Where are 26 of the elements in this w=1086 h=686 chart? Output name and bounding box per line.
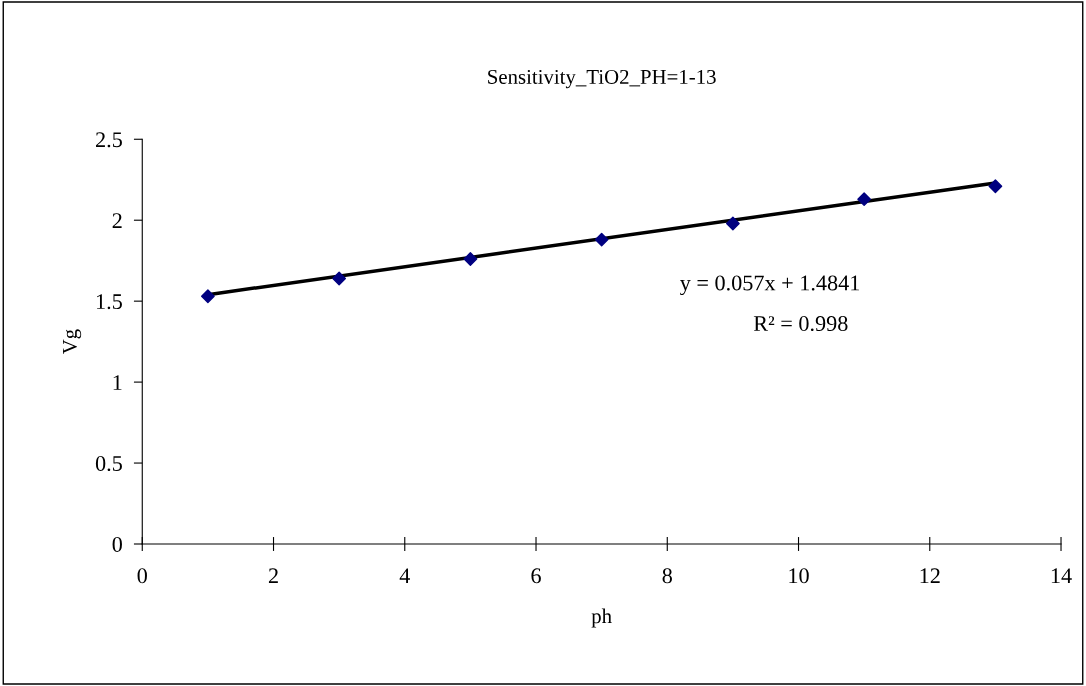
y-tick-label: 0 bbox=[112, 536, 122, 552]
y-tick-label: 2.5 bbox=[96, 132, 122, 148]
x-tick-label: 8 bbox=[662, 568, 672, 584]
x-axis-title: ph bbox=[591, 608, 612, 628]
y-tick-label: 1 bbox=[113, 375, 122, 390]
y-tick-label: 0.5 bbox=[95, 455, 122, 472]
x-tick-label: 0 bbox=[137, 568, 147, 584]
y-tick-label: 2 bbox=[112, 213, 122, 228]
point bbox=[332, 271, 347, 286]
x-tick-label: 6 bbox=[531, 568, 541, 584]
annotation: y = 0.057x + 1.4841 bbox=[680, 275, 860, 296]
x-tick-label: 4 bbox=[399, 568, 410, 584]
point bbox=[463, 252, 478, 266]
y-tick-label: 1.5 bbox=[97, 294, 122, 310]
y-axis-title: Vg bbox=[63, 329, 82, 355]
annotation: R² = 0.998 bbox=[753, 316, 848, 332]
point bbox=[200, 289, 215, 304]
point bbox=[988, 179, 1003, 194]
x-tick-label: 12 bbox=[920, 568, 940, 584]
point bbox=[725, 216, 740, 231]
chart-title: Sensitivity_TiO2_PH=1-13 bbox=[488, 69, 716, 89]
point bbox=[594, 232, 609, 247]
x-tick-label: 10 bbox=[789, 568, 809, 584]
x-tick-label: 2 bbox=[268, 568, 278, 584]
point bbox=[857, 192, 872, 207]
x-tick-label: 14 bbox=[1051, 568, 1072, 584]
